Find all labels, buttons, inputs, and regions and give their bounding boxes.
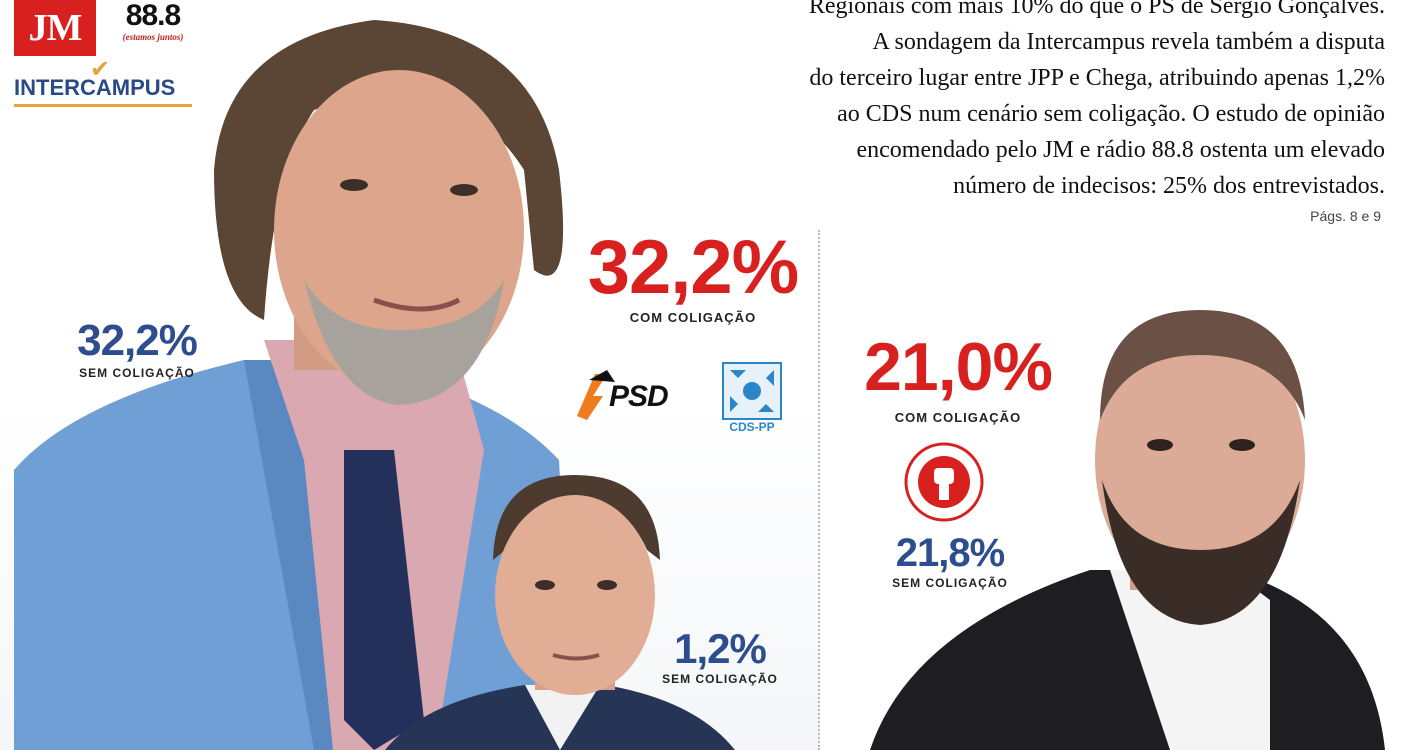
ps-com-coligacao-result: 21,0% COM COLIGAÇÃO xyxy=(848,330,1068,425)
article-line: ao CDS num cenário sem coligação. O estu… xyxy=(837,101,1385,127)
intercampus-label: INTERCAMPUS xyxy=(14,75,176,100)
psd-com-coligacao-result: 32,2% COM COLIGAÇÃO xyxy=(580,225,806,326)
jm-logo: JM xyxy=(14,0,96,56)
psd-com-label: COM COLIGAÇÃO xyxy=(629,310,757,325)
candidate-photo-right xyxy=(870,310,1385,750)
radio-88-logo: 88.8 (estamos juntos) xyxy=(112,0,194,56)
cds-arrows-icon xyxy=(722,362,782,420)
ps-sem-label: SEM COLIGAÇÃO xyxy=(892,576,1008,590)
psd-logo: PSD xyxy=(573,366,701,422)
article-line: A sondagem da Intercampus revela também … xyxy=(872,29,1386,55)
article-text: Regionais com mais 10% do que o PS de Sé… xyxy=(625,0,1385,204)
article-line: número de indecisos: 25% dos entrevistad… xyxy=(953,173,1385,199)
check-icon: ✔ xyxy=(90,56,111,83)
cds-sem-coligacao-result: 1,2% SEM COLIGAÇÃO xyxy=(660,625,780,687)
psd-arrow-icon xyxy=(577,370,615,420)
candidate-illustration-center xyxy=(385,475,735,750)
radio-number: 88.8 xyxy=(125,0,181,32)
ps-sem-value: 21,8% xyxy=(895,531,1005,575)
ps-com-label: COM COLIGAÇÃO xyxy=(894,410,1022,425)
candidate-illustration-right xyxy=(870,310,1385,750)
candidate-photo-center xyxy=(385,470,735,750)
candidate-illustration-left xyxy=(14,20,574,750)
candidate-photo-left xyxy=(14,0,574,750)
cds-sem-value: 1,2% xyxy=(674,625,767,672)
intercampus-logo: ✔ INTERCAMPUS xyxy=(14,56,192,107)
psd-sem-value: 32,2% xyxy=(77,316,198,365)
article-line: encomendado pelo JM e rádio 88.8 ostenta… xyxy=(856,137,1385,163)
psd-sem-label: SEM COLIGAÇÃO xyxy=(79,366,195,380)
ps-sem-coligacao-result: 21,8% SEM COLIGAÇÃO xyxy=(885,530,1015,590)
radio-tagline: (estamos juntos) xyxy=(122,32,184,42)
cds-pp-logo: CDS-PP xyxy=(720,362,784,436)
psd-com-value: 32,2% xyxy=(587,225,800,310)
psd-sem-coligacao-result: 32,2% SEM COLIGAÇÃO xyxy=(72,316,202,380)
fist-rose-icon xyxy=(904,442,984,522)
psd-label: PSD xyxy=(609,380,669,413)
column-divider xyxy=(818,230,820,750)
page-reference: Págs. 8 e 9 xyxy=(1310,208,1381,224)
ps-logo xyxy=(904,442,984,522)
article-line: Regionais com mais 10% do que o PS de Sé… xyxy=(808,0,1385,19)
ps-com-value: 21,0% xyxy=(864,329,1053,405)
cds-sem-label: SEM COLIGAÇÃO xyxy=(662,672,778,686)
cds-pp-label: CDS-PP xyxy=(729,420,775,434)
article-line: do terceiro lugar entre JPP e Chega, atr… xyxy=(809,65,1385,91)
